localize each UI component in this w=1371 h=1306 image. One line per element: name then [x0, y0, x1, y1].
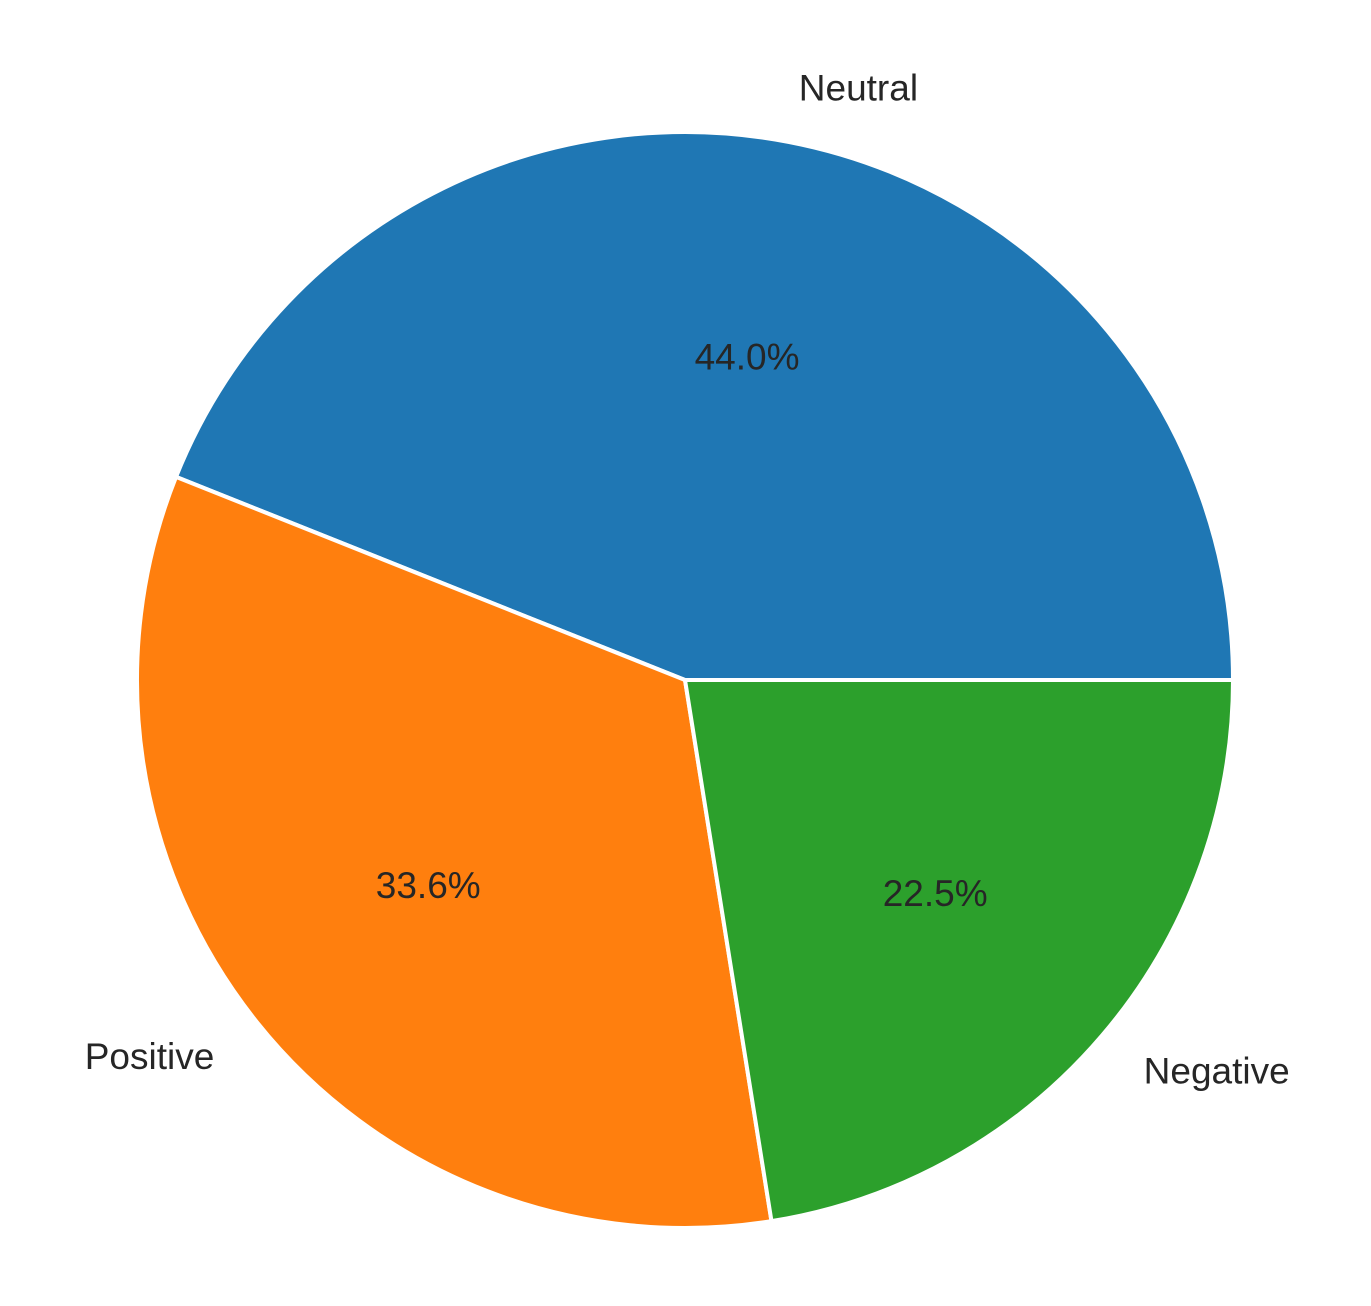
pie-labels: Neutral 44.0% Positive 33.6% Negative 22.5%	[85, 68, 1290, 1092]
pie-slice-positive	[135, 474, 774, 1230]
slice-label-neutral: Neutral	[799, 68, 918, 109]
pie-slice-negative	[683, 678, 1235, 1224]
slice-label-positive: Positive	[85, 1036, 215, 1077]
slice-percent-positive: 33.6%	[376, 865, 481, 906]
slice-label-negative: Negative	[1144, 1051, 1290, 1092]
pie-slice-neutral	[174, 130, 1235, 682]
pie-slices	[135, 130, 1235, 1230]
slice-percent-neutral: 44.0%	[695, 337, 800, 378]
slice-percent-negative: 22.5%	[883, 873, 988, 914]
